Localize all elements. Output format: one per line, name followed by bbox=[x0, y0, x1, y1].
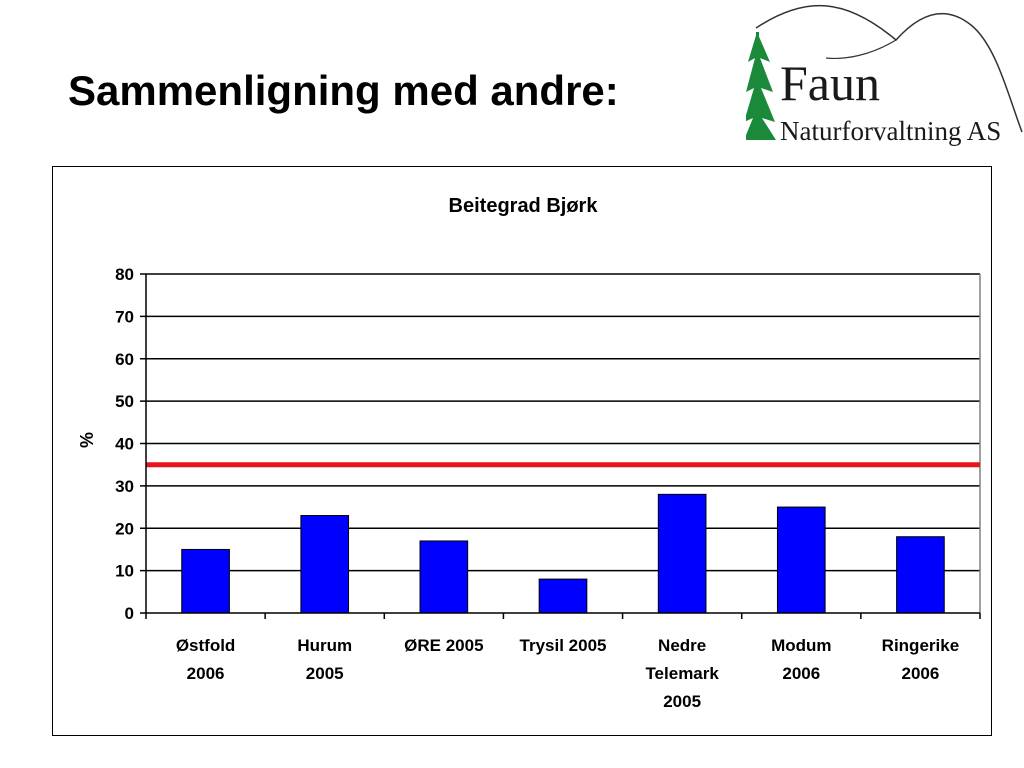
faun-logo: Faun Naturforvaltning AS bbox=[744, 0, 1024, 148]
x-tick-label: ØRE 2005 bbox=[404, 636, 483, 655]
x-tick-label-line: 2006 bbox=[902, 664, 940, 683]
x-tick-label: Nedre Telemark 2005 bbox=[645, 636, 719, 711]
y-tick-labels: 0 10 20 30 40 50 60 70 80 bbox=[115, 265, 134, 623]
chart-title: Beitegrad Bjørk bbox=[449, 195, 599, 217]
bar bbox=[896, 536, 945, 614]
x-tick-label-line: 2005 bbox=[306, 664, 344, 683]
y-tick-label: 10 bbox=[115, 562, 134, 581]
slide-title: Sammenligning med andre: bbox=[68, 67, 619, 114]
x-tick-label: Ringerike 2006 bbox=[882, 636, 959, 683]
x-tick-label: Trysil 2005 bbox=[520, 636, 607, 655]
bar bbox=[657, 493, 707, 614]
chart-panel: Beitegrad Bjørk % 0 10 20 30 40 50 60 70 80 Østf… bbox=[52, 166, 992, 736]
axes bbox=[140, 273, 981, 619]
x-tick-label-line: 2006 bbox=[187, 664, 225, 683]
x-tick-label-line: Østfold bbox=[176, 636, 236, 655]
x-tick-label-line: Trysil 2005 bbox=[520, 636, 607, 655]
x-tick-label-line: 2006 bbox=[782, 664, 820, 683]
logo-hill-line bbox=[755, 4, 1023, 133]
y-axis-label: % bbox=[77, 432, 97, 448]
y-tick-label: 30 bbox=[115, 477, 134, 496]
x-tick-label: Modum 2006 bbox=[771, 636, 831, 683]
x-tick-label-line: Nedre bbox=[658, 636, 706, 655]
x-tick-labels: Østfold 2006 Hurum 2005 ØRE 2005 Trysil 2005 N… bbox=[176, 636, 959, 711]
y-tick-label: 40 bbox=[115, 435, 134, 454]
bar bbox=[181, 548, 230, 614]
y-tick-label: 20 bbox=[115, 519, 134, 538]
y-tick-label: 50 bbox=[115, 392, 134, 411]
tree-icon bbox=[744, 32, 776, 140]
bar bbox=[776, 506, 826, 614]
bar-chart: Beitegrad Bjørk % 0 10 20 30 40 50 60 70 80 Østf… bbox=[77, 195, 981, 711]
x-tick-label: Hurum 2005 bbox=[297, 636, 352, 683]
y-tick-label: 80 bbox=[115, 265, 134, 284]
y-tick-label: 60 bbox=[115, 350, 134, 369]
logo-subtitle: Naturforvaltning AS bbox=[780, 116, 1001, 146]
x-tick-label: Østfold 2006 bbox=[176, 636, 236, 683]
x-tick-label-line: 2005 bbox=[663, 692, 701, 711]
x-tick-label-line: Ringerike bbox=[882, 636, 959, 655]
bar bbox=[419, 540, 469, 614]
gridlines bbox=[146, 273, 981, 613]
bars bbox=[181, 493, 945, 614]
bar bbox=[300, 515, 350, 614]
x-tick-label-line: Modum bbox=[771, 636, 831, 655]
x-tick-label-line: Hurum bbox=[297, 636, 352, 655]
x-tick-label-line: Telemark bbox=[645, 664, 719, 683]
logo-hill-line-inner bbox=[825, 39, 897, 60]
logo-name: Faun bbox=[780, 55, 880, 111]
y-tick-label: 70 bbox=[115, 307, 134, 326]
bar bbox=[538, 578, 588, 614]
x-tick-label-line: ØRE 2005 bbox=[404, 636, 483, 655]
y-tick-label: 0 bbox=[125, 604, 134, 623]
